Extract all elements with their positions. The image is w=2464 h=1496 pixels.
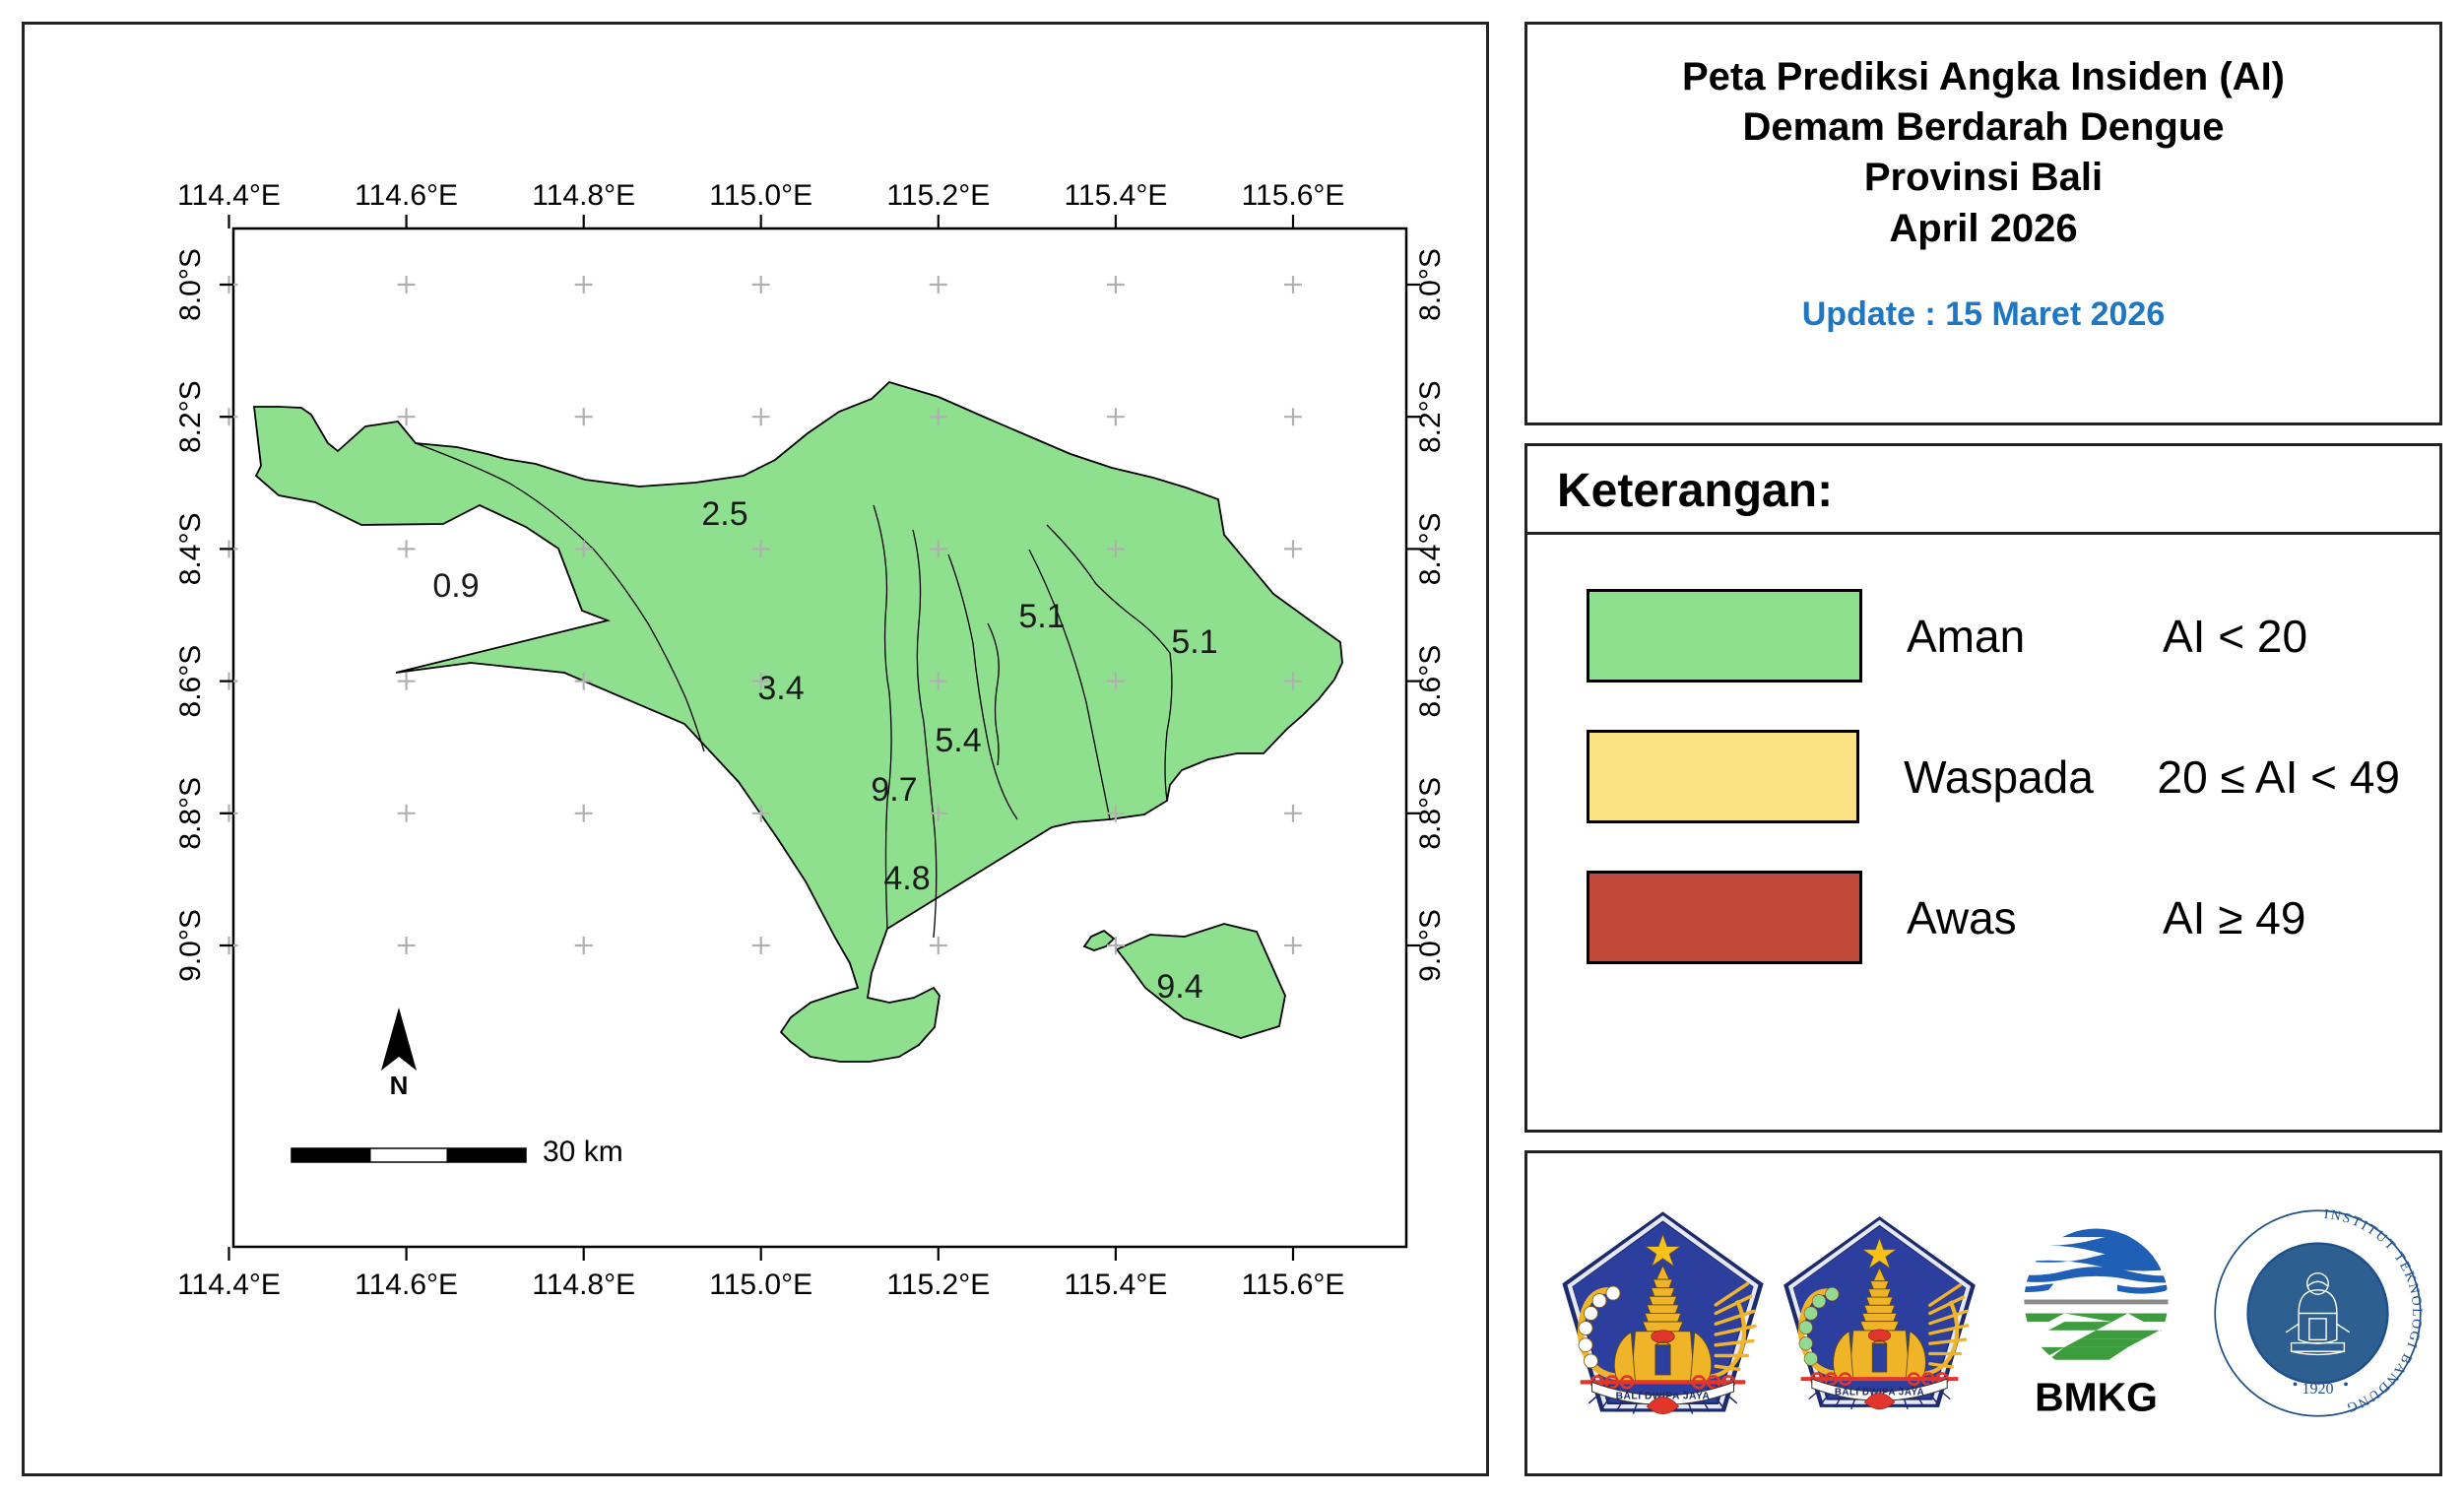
svg-text:114.8°E: 114.8°E	[532, 179, 635, 212]
svg-text:8.0°S: 8.0°S	[1414, 248, 1447, 321]
svg-text:115.4°E: 115.4°E	[1064, 1268, 1167, 1301]
svg-text:115.0°E: 115.0°E	[709, 179, 812, 212]
svg-text:2.5: 2.5	[701, 495, 747, 533]
svg-text:BMKG: BMKG	[2035, 1374, 2158, 1419]
svg-text:8.2°S: 8.2°S	[1414, 380, 1447, 453]
svg-text:•: •	[2343, 1377, 2349, 1394]
svg-text:8.6°S: 8.6°S	[1414, 645, 1447, 718]
svg-text:8.8°S: 8.8°S	[174, 777, 207, 850]
svg-text:8.8°S: 8.8°S	[1414, 777, 1447, 850]
svg-text:5.1: 5.1	[1018, 598, 1065, 635]
svg-text:N: N	[390, 1071, 409, 1100]
svg-text:115.6°E: 115.6°E	[1242, 179, 1345, 212]
svg-text:8.0°S: 8.0°S	[174, 248, 207, 321]
svg-text:9.4: 9.4	[1156, 968, 1202, 1006]
svg-text:114.8°E: 114.8°E	[532, 1268, 635, 1301]
svg-text:114.6°E: 114.6°E	[355, 179, 458, 212]
svg-text:114.4°E: 114.4°E	[177, 179, 281, 212]
svg-text:114.6°E: 114.6°E	[355, 1268, 458, 1301]
svg-text:0.9: 0.9	[432, 567, 479, 605]
svg-text:8.2°S: 8.2°S	[174, 380, 207, 453]
svg-text:5.4: 5.4	[935, 722, 981, 759]
svg-text:115.2°E: 115.2°E	[886, 1268, 990, 1301]
svg-text:•: •	[2293, 1377, 2299, 1394]
svg-text:3.4: 3.4	[757, 670, 804, 707]
svg-text:8.6°S: 8.6°S	[174, 645, 207, 718]
svg-text:8.4°S: 8.4°S	[1414, 513, 1447, 586]
svg-text:9.0°S: 9.0°S	[1414, 909, 1447, 982]
svg-text:115.0°E: 115.0°E	[709, 1268, 812, 1301]
svg-text:115.6°E: 115.6°E	[1242, 1268, 1345, 1301]
svg-text:115.2°E: 115.2°E	[886, 179, 990, 212]
svg-text:9.7: 9.7	[871, 771, 917, 809]
svg-text:114.4°E: 114.4°E	[177, 1268, 281, 1301]
svg-text:30 km: 30 km	[543, 1136, 623, 1168]
svg-text:4.8: 4.8	[883, 860, 930, 897]
svg-text:1920: 1920	[2302, 1381, 2333, 1398]
svg-text:115.4°E: 115.4°E	[1064, 179, 1167, 212]
svg-text:5.1: 5.1	[1171, 623, 1217, 661]
svg-text:8.4°S: 8.4°S	[174, 513, 207, 586]
svg-text:9.0°S: 9.0°S	[174, 909, 207, 982]
